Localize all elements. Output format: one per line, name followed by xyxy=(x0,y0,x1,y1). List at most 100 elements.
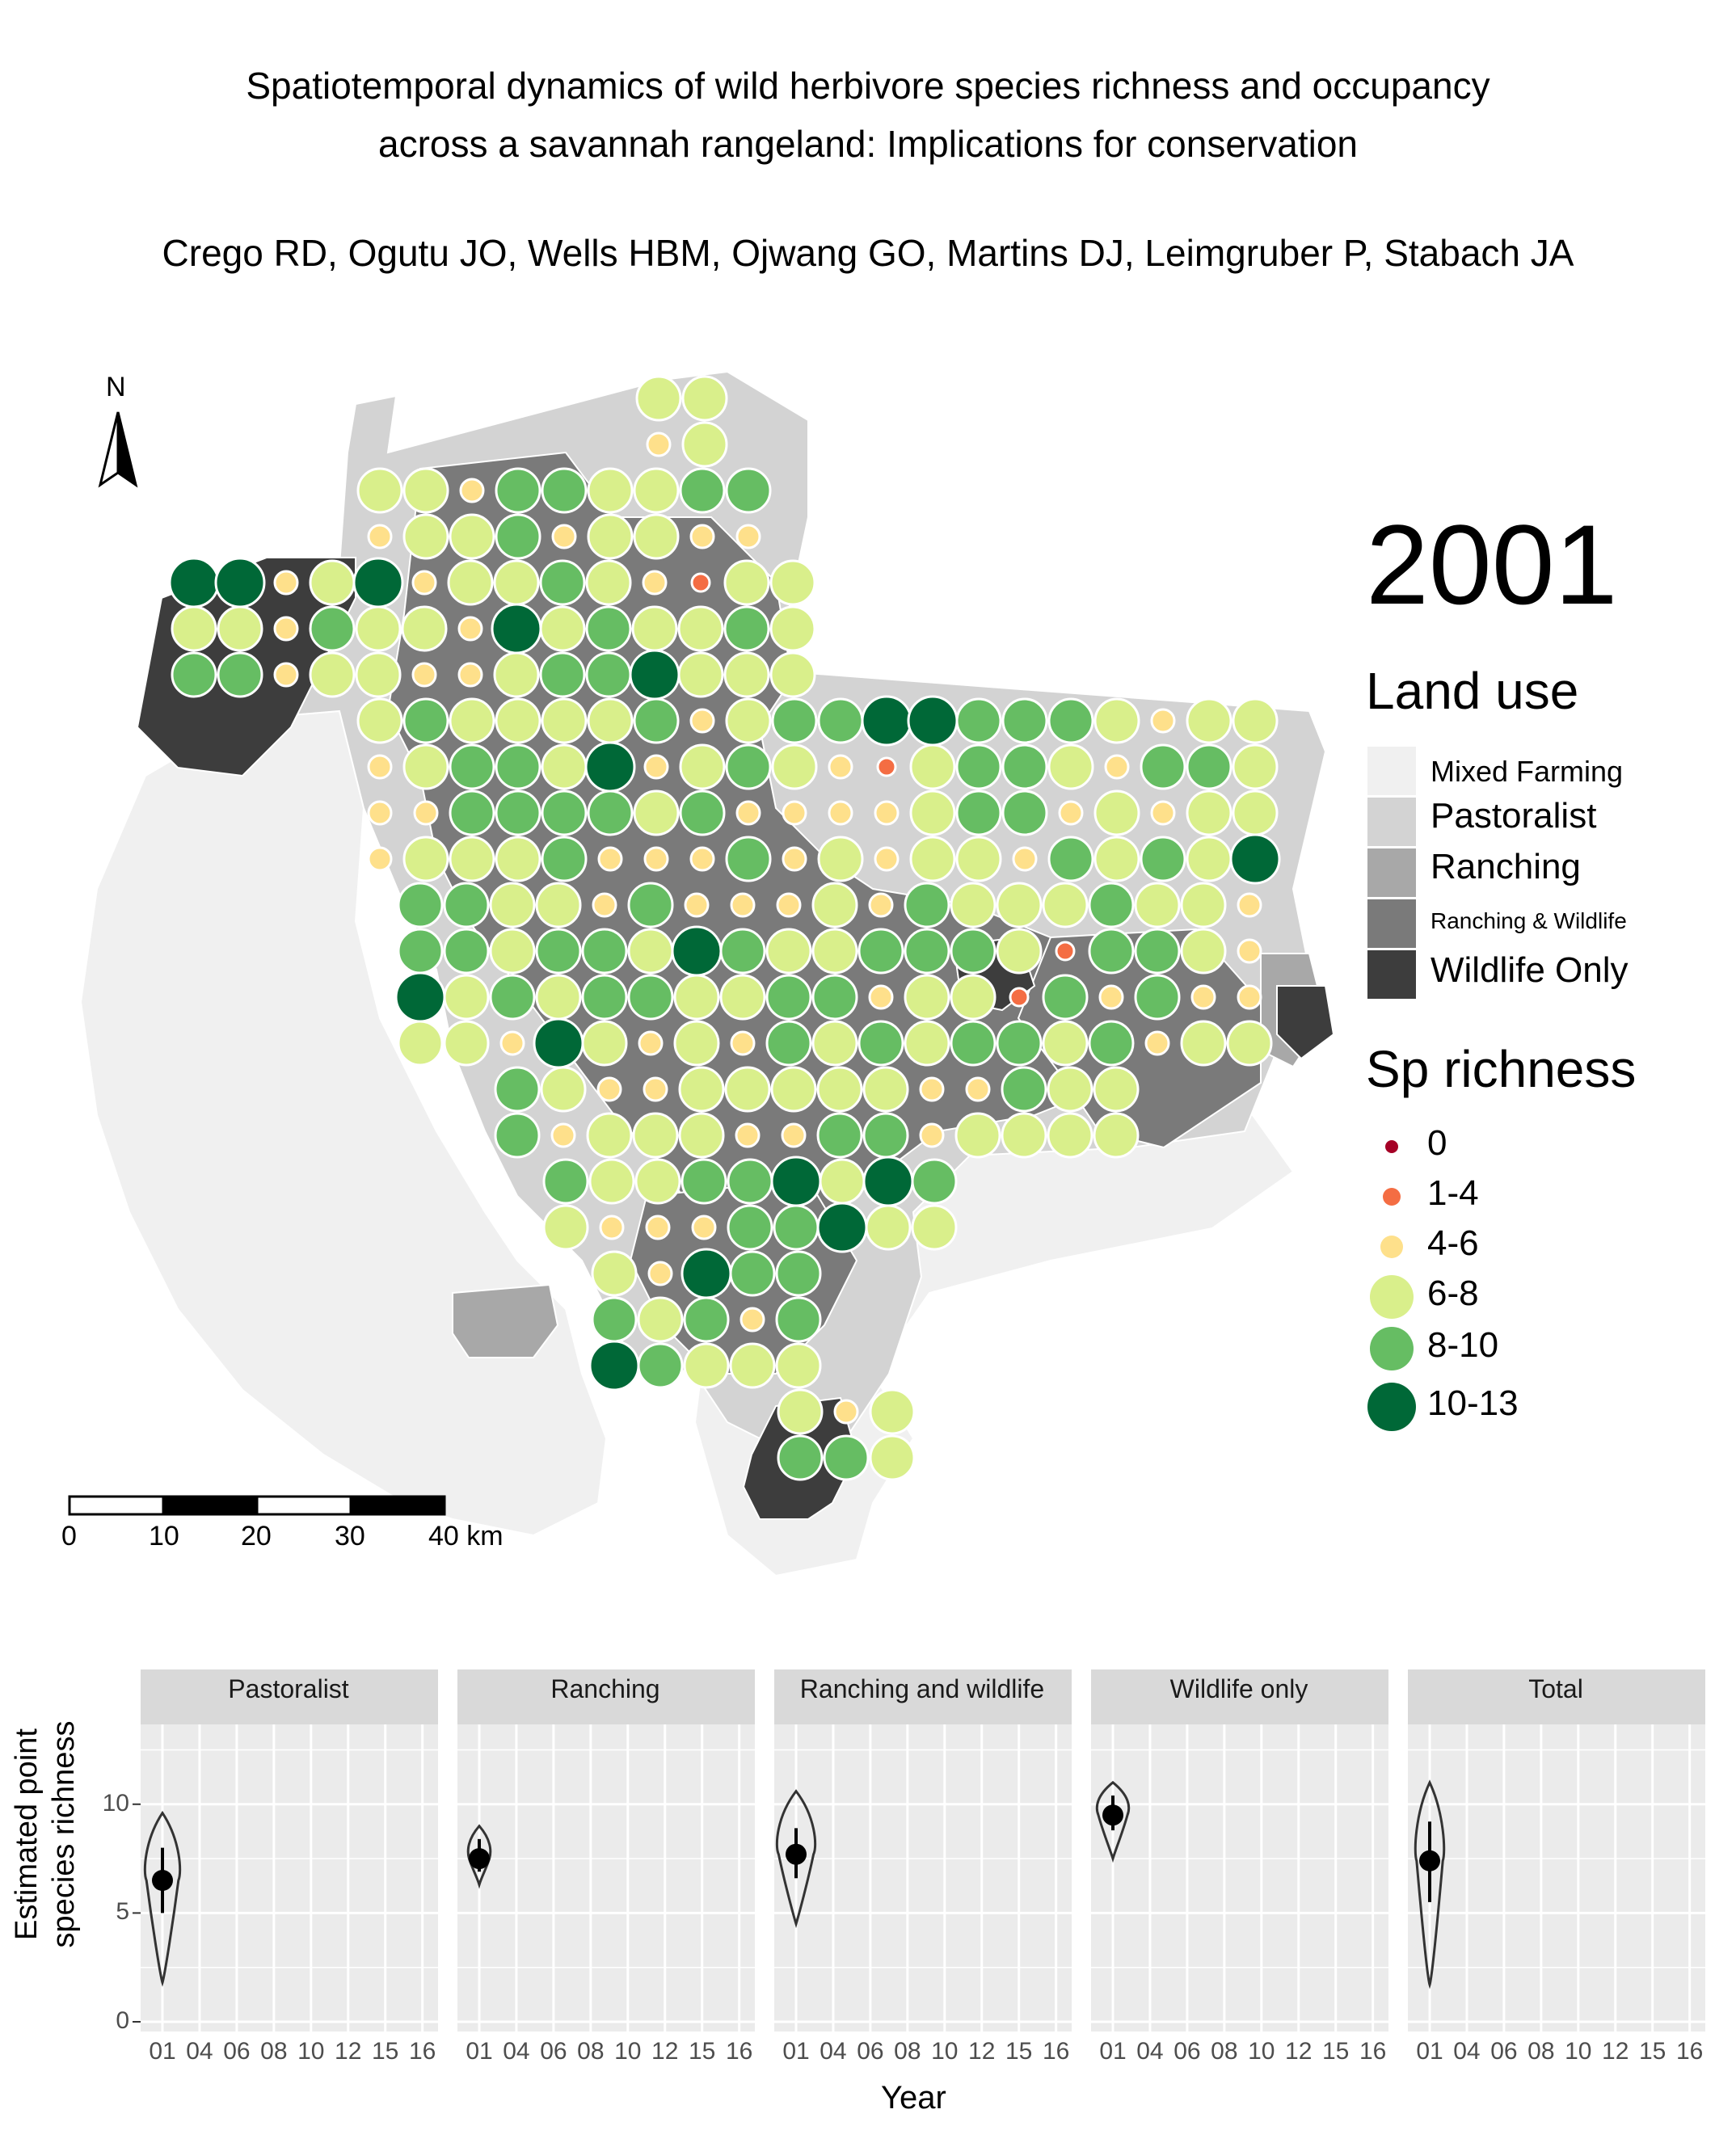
richness-point xyxy=(874,800,900,826)
richness-point xyxy=(1042,1020,1089,1067)
richness-point xyxy=(816,1202,868,1253)
richness-point xyxy=(494,1066,541,1113)
land-use-label-ranching: Ranching xyxy=(1431,847,1581,886)
richness-point xyxy=(402,513,449,560)
richness-point xyxy=(581,1020,628,1067)
richness-point xyxy=(581,928,628,975)
richness-point xyxy=(869,1388,916,1435)
x-tick-label: 10 xyxy=(614,2038,642,2065)
richness-point xyxy=(632,1112,679,1159)
richness-point xyxy=(540,1066,587,1113)
richness-point xyxy=(457,662,483,688)
richness-point xyxy=(730,892,756,918)
richness-point xyxy=(495,513,541,560)
richness-point xyxy=(777,1434,824,1481)
richness-point xyxy=(584,741,636,793)
richness-point xyxy=(352,557,404,608)
richness-point xyxy=(690,572,711,593)
richness-point xyxy=(1001,697,1048,744)
richness-point xyxy=(782,800,807,826)
land-use-swatch xyxy=(1367,899,1416,948)
richness-point xyxy=(817,836,864,882)
richness-point xyxy=(491,603,542,655)
richness-point xyxy=(679,467,726,514)
violin-facets xyxy=(133,1669,1705,2031)
richness-point xyxy=(965,1076,991,1102)
violin-shape xyxy=(466,1824,492,1889)
richness-point xyxy=(1093,1112,1140,1159)
x-tick-label: 06 xyxy=(540,2038,567,2065)
x-tick-label: 01 xyxy=(782,2038,810,2065)
richness-point xyxy=(869,1434,916,1481)
richness-point xyxy=(499,1030,525,1056)
richness-point xyxy=(541,789,588,836)
richness-point xyxy=(770,1156,822,1207)
map-year-label: 2001 xyxy=(1366,501,1618,628)
richness-point xyxy=(489,974,536,1021)
land-use-label-pastoralist: Pastoralist xyxy=(1431,796,1597,836)
land-use-swatch xyxy=(1367,848,1416,897)
scale-label-30: 30 xyxy=(335,1521,365,1551)
richness-point xyxy=(541,743,588,790)
richness-point xyxy=(765,1020,812,1067)
richness-point xyxy=(1150,708,1176,734)
facet-strip xyxy=(1408,1669,1705,1724)
scale-seg-2 xyxy=(162,1495,259,1516)
richness-point xyxy=(816,1066,863,1113)
richness-point xyxy=(1012,846,1038,872)
richness-point xyxy=(681,421,728,468)
richness-point xyxy=(876,756,897,777)
richness-point xyxy=(495,697,541,744)
richness-label-6-8: 6-8 xyxy=(1427,1274,1479,1313)
land-use-legend-title: Land use xyxy=(1366,662,1579,720)
richness-point xyxy=(677,605,724,652)
richness-point xyxy=(309,605,356,652)
richness-point xyxy=(402,467,449,514)
richness-point xyxy=(771,743,818,790)
richness-point xyxy=(273,570,299,596)
richness-point xyxy=(1098,984,1124,1010)
richness-point xyxy=(769,605,816,652)
richness-point xyxy=(551,524,577,549)
richness-point xyxy=(730,1030,756,1056)
richness-point xyxy=(816,1112,863,1159)
x-tick-label: 04 xyxy=(1453,2038,1481,2065)
richness-point xyxy=(214,557,266,608)
richness-point xyxy=(367,800,393,826)
x-tick-label: 08 xyxy=(260,2038,288,2065)
richness-point xyxy=(735,524,761,549)
violin-shape xyxy=(1414,1779,1446,1989)
richness-point xyxy=(1093,1066,1140,1113)
richness-point xyxy=(950,974,997,1021)
richness-point xyxy=(1226,1020,1273,1067)
x-tick-label: 12 xyxy=(1285,2038,1313,2065)
ytick-10: 10 xyxy=(102,1789,129,1817)
scale-seg-4 xyxy=(349,1495,446,1516)
facet-panel xyxy=(457,1724,755,2031)
richness-point xyxy=(1088,928,1135,975)
richness-point xyxy=(542,1158,589,1205)
richness-point xyxy=(627,928,674,975)
north-arrow-right-half xyxy=(116,411,138,488)
richness-point xyxy=(541,697,588,744)
scale-label-0: 0 xyxy=(61,1521,77,1551)
richness-point xyxy=(776,892,802,918)
richness-point xyxy=(811,928,858,975)
richness-point xyxy=(996,928,1043,975)
facet-strip xyxy=(141,1669,438,1724)
richness-point xyxy=(719,928,766,975)
richness-point xyxy=(679,789,726,836)
richness-point xyxy=(402,836,449,882)
richness-point xyxy=(735,800,761,826)
richness-point xyxy=(1190,984,1216,1010)
richness-point xyxy=(765,974,812,1021)
richness-point xyxy=(591,1250,638,1297)
richness-point xyxy=(459,478,485,503)
richness-point xyxy=(677,651,724,698)
richness-point xyxy=(689,524,715,549)
richness-point xyxy=(1134,928,1181,975)
richness-point xyxy=(769,559,816,606)
richness-point xyxy=(1088,1020,1135,1067)
richness-point xyxy=(1150,800,1176,826)
richness-point xyxy=(678,1066,725,1113)
